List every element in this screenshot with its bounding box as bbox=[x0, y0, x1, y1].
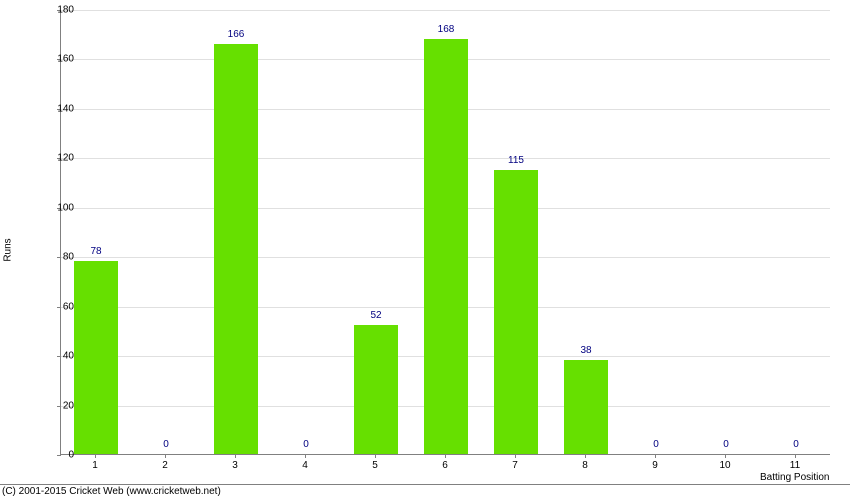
y-tick-label: 140 bbox=[34, 103, 74, 114]
x-tick-label: 9 bbox=[652, 460, 658, 471]
y-tick-label: 100 bbox=[34, 202, 74, 213]
bar bbox=[214, 44, 257, 454]
x-tick-label: 10 bbox=[719, 460, 730, 471]
x-tick-mark bbox=[375, 454, 376, 458]
x-tick-label: 2 bbox=[162, 460, 168, 471]
bar-value-label: 0 bbox=[303, 439, 309, 450]
x-tick-mark bbox=[515, 454, 516, 458]
y-tick-label: 80 bbox=[34, 252, 74, 263]
x-tick-mark bbox=[235, 454, 236, 458]
bar-value-label: 115 bbox=[508, 155, 524, 166]
x-axis-label: Batting Position bbox=[760, 472, 830, 483]
bar bbox=[564, 360, 607, 454]
x-tick-mark bbox=[725, 454, 726, 458]
bar-value-label: 0 bbox=[793, 439, 799, 450]
y-tick-label: 160 bbox=[34, 54, 74, 65]
y-tick-label: 0 bbox=[34, 450, 74, 461]
copyright-text: (C) 2001-2015 Cricket Web (www.cricketwe… bbox=[0, 484, 850, 497]
x-tick-mark bbox=[585, 454, 586, 458]
x-tick-mark bbox=[305, 454, 306, 458]
y-tick-label: 180 bbox=[34, 5, 74, 16]
bar-value-label: 78 bbox=[90, 246, 101, 257]
bar bbox=[424, 39, 467, 454]
x-tick-mark bbox=[655, 454, 656, 458]
bar bbox=[494, 170, 537, 454]
x-tick-mark bbox=[795, 454, 796, 458]
bar-value-label: 166 bbox=[228, 29, 245, 40]
bar bbox=[74, 261, 117, 454]
y-tick-label: 120 bbox=[34, 153, 74, 164]
x-tick-mark bbox=[165, 454, 166, 458]
gridline bbox=[61, 10, 830, 11]
x-tick-label: 11 bbox=[790, 460, 800, 471]
y-tick-label: 60 bbox=[34, 301, 74, 312]
x-tick-mark bbox=[445, 454, 446, 458]
y-tick-label: 40 bbox=[34, 351, 74, 362]
x-tick-label: 5 bbox=[372, 460, 378, 471]
bar-value-label: 52 bbox=[370, 310, 381, 321]
x-tick-label: 1 bbox=[92, 460, 98, 471]
bar-value-label: 0 bbox=[163, 439, 169, 450]
bar-value-label: 0 bbox=[723, 439, 729, 450]
bar-value-label: 0 bbox=[653, 439, 659, 450]
x-tick-label: 6 bbox=[442, 460, 448, 471]
x-tick-label: 8 bbox=[582, 460, 588, 471]
x-tick-label: 7 bbox=[512, 460, 518, 471]
chart-container: Runs Batting Position 780166052168115380… bbox=[0, 0, 850, 500]
x-tick-label: 3 bbox=[232, 460, 238, 471]
bar-value-label: 168 bbox=[438, 24, 455, 35]
bar-value-label: 38 bbox=[580, 345, 591, 356]
x-tick-mark bbox=[95, 454, 96, 458]
y-axis-label: Runs bbox=[3, 238, 14, 261]
bar bbox=[354, 325, 397, 454]
plot-area: 78 0 166 0 52 168 115 38 0 0 0 bbox=[60, 10, 830, 455]
x-tick-label: 4 bbox=[302, 460, 308, 471]
y-tick-label: 20 bbox=[34, 400, 74, 411]
